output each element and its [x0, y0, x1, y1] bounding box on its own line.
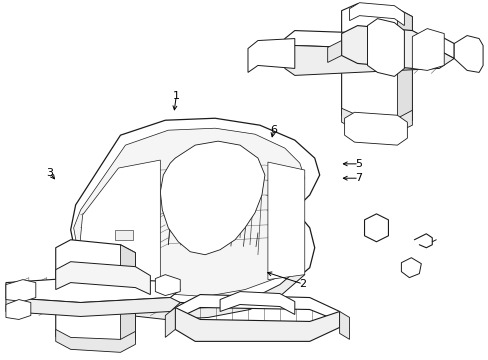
Polygon shape [367, 19, 404, 76]
Polygon shape [247, 39, 294, 72]
Polygon shape [112, 255, 130, 265]
Polygon shape [155, 275, 180, 296]
Polygon shape [397, 9, 411, 128]
Polygon shape [74, 128, 304, 297]
Polygon shape [56, 329, 135, 352]
Text: 6: 6 [270, 125, 277, 135]
Polygon shape [453, 36, 482, 72]
Polygon shape [349, 3, 404, 26]
Polygon shape [6, 278, 180, 302]
Polygon shape [401, 258, 421, 278]
Polygon shape [411, 28, 443, 71]
Polygon shape [6, 280, 36, 302]
Polygon shape [285, 31, 453, 58]
Polygon shape [341, 26, 427, 68]
Polygon shape [71, 255, 304, 319]
Polygon shape [56, 240, 135, 347]
Polygon shape [341, 108, 411, 132]
Text: 7: 7 [355, 173, 362, 183]
Polygon shape [285, 45, 453, 75]
Polygon shape [327, 41, 341, 62]
Polygon shape [165, 307, 175, 337]
Polygon shape [160, 141, 264, 255]
Polygon shape [71, 118, 319, 305]
Polygon shape [339, 311, 349, 339]
Polygon shape [79, 160, 160, 289]
Text: 2: 2 [299, 279, 306, 289]
Polygon shape [220, 292, 294, 315]
Polygon shape [175, 294, 339, 321]
Polygon shape [6, 300, 31, 319]
Text: 1: 1 [172, 91, 180, 101]
Text: 4: 4 [367, 15, 374, 26]
Polygon shape [6, 298, 180, 316]
Polygon shape [56, 262, 150, 294]
Polygon shape [344, 112, 407, 145]
Polygon shape [115, 230, 133, 240]
Text: 5: 5 [355, 159, 362, 169]
Polygon shape [120, 245, 135, 347]
Text: 3: 3 [46, 168, 53, 178]
Polygon shape [175, 307, 339, 341]
Polygon shape [341, 4, 411, 128]
Polygon shape [364, 214, 387, 242]
Polygon shape [267, 162, 304, 280]
